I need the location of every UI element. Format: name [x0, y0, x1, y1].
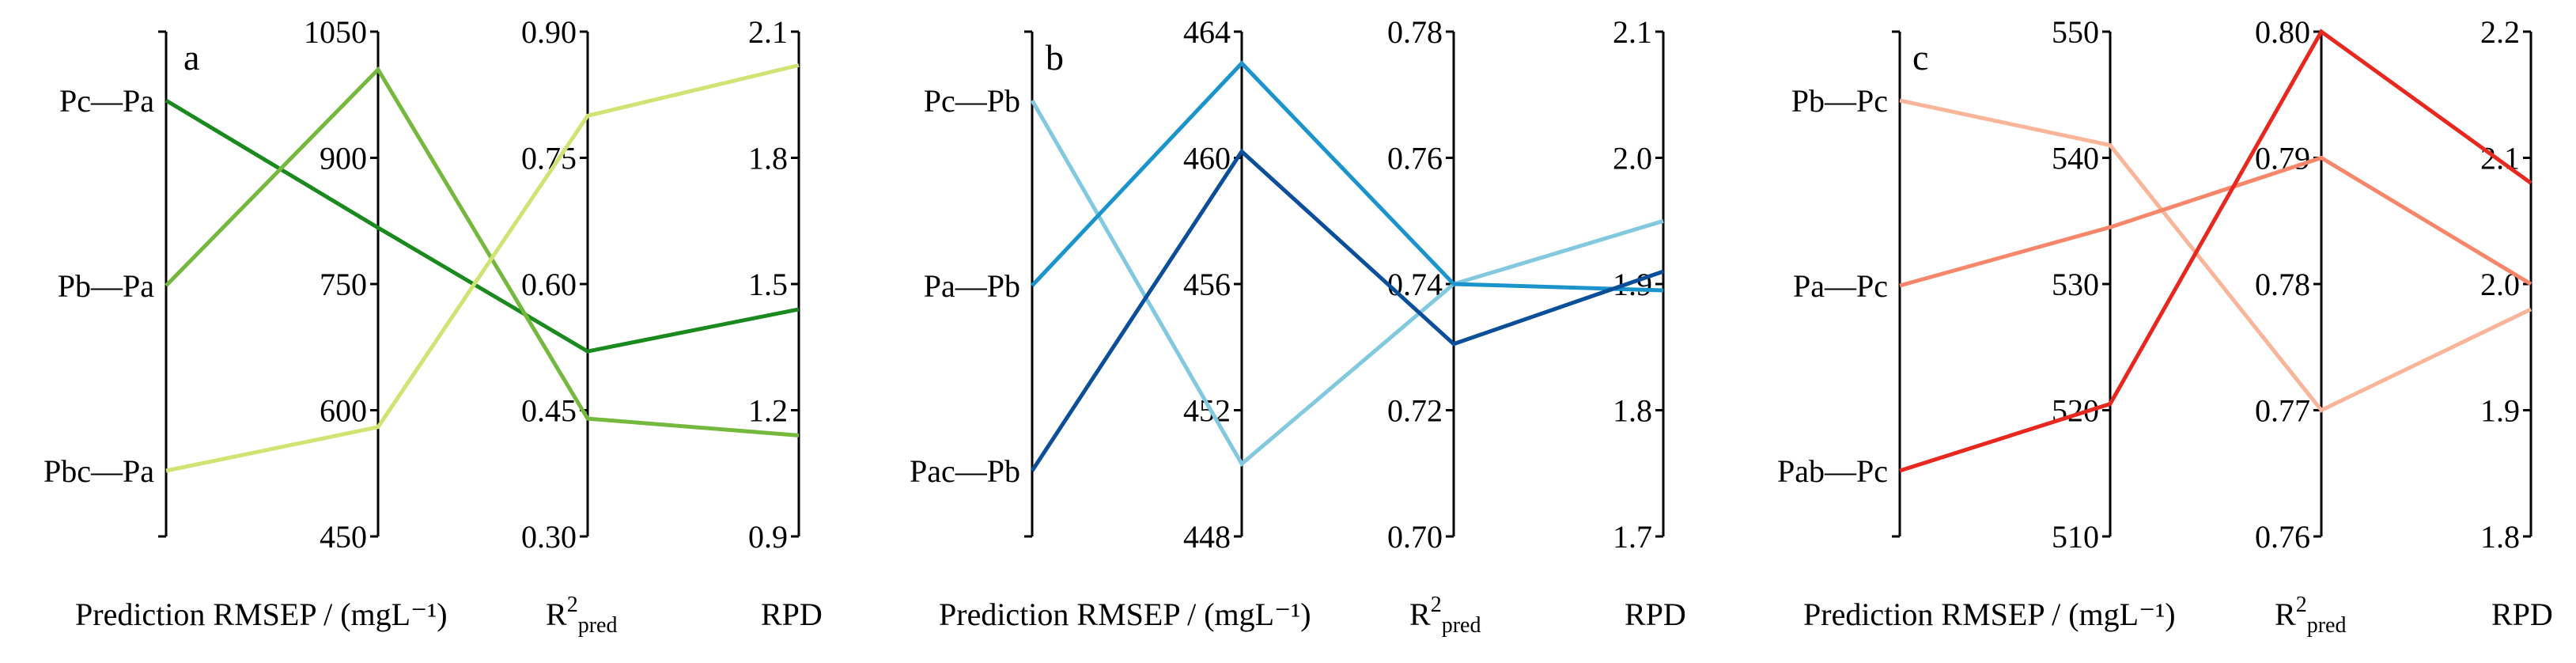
panel-c-rpd-axis-label: RPD: [2491, 597, 2553, 632]
panel-a-rpd-tick-label: 1.8: [748, 141, 788, 176]
panel-a-rmsep-axis-label: Prediction RMSEP / (mgL⁻¹): [75, 597, 448, 632]
panel-a-rmsep-tick-label: 450: [320, 519, 367, 555]
panel-c-rpd-tick-label: 1.9: [2480, 393, 2520, 429]
panel-c-r2-ticks: 0.80 0.79 0.78 0.77 0.76: [2255, 14, 2321, 555]
panel-c-category-label-3: Pab—Pc: [1777, 453, 1888, 489]
panel-a-category-label-2: Pb—Pa: [58, 268, 154, 304]
panel-a-rmsep-tick-label: 750: [320, 267, 367, 302]
panel-a-r2-tick-label: 0.60: [521, 267, 577, 302]
panel-a-category-label-3: Pbc—Pa: [44, 453, 154, 489]
panel-c-rpd-ticks: 2.2 2.1 2.0 1.9 1.8: [2480, 14, 2531, 555]
panel-b-rpd-ticks: 2.1 2.0 1.9 1.8 1.7: [1613, 14, 1663, 555]
panel-c-series-1-line: [1899, 98, 2532, 413]
panel-b-category-label-2: Pa—Pb: [924, 268, 1020, 304]
panel-b: b Pc—Pb Pa—Pb Pac—Pb 464 460 456 452 448: [910, 14, 1686, 638]
panel-b-rpd-tick-label: 1.7: [1613, 519, 1652, 555]
panel-a-rmsep-tick-label: 900: [320, 141, 367, 176]
panel-c-r2-tick-label: 0.80: [2255, 14, 2310, 50]
panel-a-category-label-1: Pc—Pa: [59, 83, 154, 119]
panel-a-series-2-line: [165, 66, 800, 438]
panel-b-rpd-tick-label: 2.1: [1613, 14, 1652, 50]
panel-a-rpd-axis-label: RPD: [761, 597, 823, 632]
panel-a-series-3-line: [165, 63, 800, 473]
panel-a-rmsep-tick-label: 1050: [304, 14, 367, 50]
panel-c-r2-axis-label: R2pred: [2275, 593, 2346, 638]
panel-b-rpd-tick-label: 1.8: [1613, 393, 1652, 429]
panel-b-rpd-tick-label: 2.0: [1613, 141, 1652, 176]
panel-c-rmsep-tick-label: 530: [2052, 267, 2099, 302]
panel-c-category-label-2: Pa—Pc: [1793, 268, 1888, 304]
panel-a-r2-tick-label: 0.45: [521, 393, 577, 429]
panel-b-rpd-tick-label: 1.9: [1613, 267, 1652, 302]
panel-a-rpd-ticks: 2.1 1.8 1.5 1.2 0.9: [748, 14, 799, 555]
panel-a: a Pc—Pa Pb—Pa Pbc—Pa 1050 900 750 600 45…: [44, 14, 823, 638]
panel-c-letter: c: [1912, 37, 1928, 78]
panel-b-r2-tick-label: 0.70: [1387, 519, 1443, 555]
panel-c-rmsep-tick-label: 550: [2052, 14, 2099, 50]
panel-b-r2-tick-label: 0.76: [1387, 141, 1443, 176]
panel-b-r2-axis-label: R2pred: [1409, 593, 1481, 638]
panel-b-r2-tick-label: 0.72: [1387, 393, 1443, 429]
panel-a-rpd-tick-label: 0.9: [748, 519, 788, 555]
panel-b-category-label-1: Pc—Pb: [924, 83, 1020, 119]
panel-a-r2-tick-label: 0.90: [521, 14, 577, 50]
panel-b-rmsep-tick-label: 448: [1183, 519, 1231, 555]
panel-a-rpd-tick-label: 1.5: [748, 267, 788, 302]
panel-c-rmsep-tick-label: 540: [2052, 141, 2099, 176]
panel-b-rmsep-tick-label: 456: [1183, 267, 1231, 302]
panel-a-rpd-tick-label: 2.1: [748, 14, 788, 50]
panel-c-rpd-tick-label: 1.8: [2480, 519, 2520, 555]
panel-b-series-1-line: [1030, 99, 1664, 468]
panel-c-series-2-line: [1899, 155, 2532, 288]
panel-b-rpd-axis-label: RPD: [1625, 597, 1686, 632]
panel-b-series-3-line: [1030, 148, 1664, 472]
panel-c-rmsep-axis-label: Prediction RMSEP / (mgL⁻¹): [1803, 597, 2176, 632]
panel-a-rmsep-ticks: 1050 900 750 600 450: [304, 14, 378, 555]
panel-c-r2-tick-label: 0.78: [2255, 267, 2310, 302]
panel-a-r2-ticks: 0.90 0.75 0.60 0.45 0.30: [521, 14, 588, 555]
panel-b-rmsep-ticks: 464 460 456 452 448: [1183, 14, 1242, 555]
panel-a-r2-axis-label: R2pred: [546, 593, 617, 638]
panel-b-rmsep-tick-label: 452: [1183, 393, 1231, 429]
panel-c-rmsep-ticks: 550 540 530 520 510: [2052, 14, 2110, 555]
panel-c-rmsep-tick-label: 510: [2052, 519, 2099, 555]
panel-a-letter: a: [183, 37, 199, 78]
panel-b-r2-tick-label: 0.78: [1387, 14, 1443, 50]
panel-b-rmsep-tick-label: 460: [1183, 141, 1231, 176]
panel-c-series-3-line: [1899, 28, 2532, 473]
panel-c-r2-tick-label: 0.76: [2255, 519, 2310, 555]
panel-a-rpd-tick-label: 1.2: [748, 393, 788, 429]
panel-b-rmsep-axis-label: Prediction RMSEP / (mgL⁻¹): [939, 597, 1311, 632]
panel-c-rpd-tick-label: 2.2: [2480, 14, 2520, 50]
panel-b-rmsep-tick-label: 464: [1183, 14, 1231, 50]
panel-c: c Pb—Pc Pa—Pc Pab—Pc 550 540 530 520 510: [1777, 14, 2553, 638]
panel-a-series-1-line: [165, 98, 800, 354]
panel-b-category-label-3: Pac—Pb: [910, 453, 1020, 489]
panel-b-series-2-line: [1031, 60, 1664, 293]
panel-c-category-label-1: Pb—Pc: [1791, 83, 1888, 119]
panel-b-letter: b: [1046, 37, 1064, 78]
panel-b-r2-ticks: 0.78 0.76 0.74 0.72 0.70: [1387, 14, 1454, 555]
panel-a-rmsep-tick-label: 600: [320, 393, 367, 429]
panel-c-r2-tick-label: 0.77: [2255, 393, 2310, 429]
panel-b-r2-tick-label: 0.74: [1387, 267, 1443, 302]
panel-a-r2-tick-label: 0.30: [521, 519, 577, 555]
